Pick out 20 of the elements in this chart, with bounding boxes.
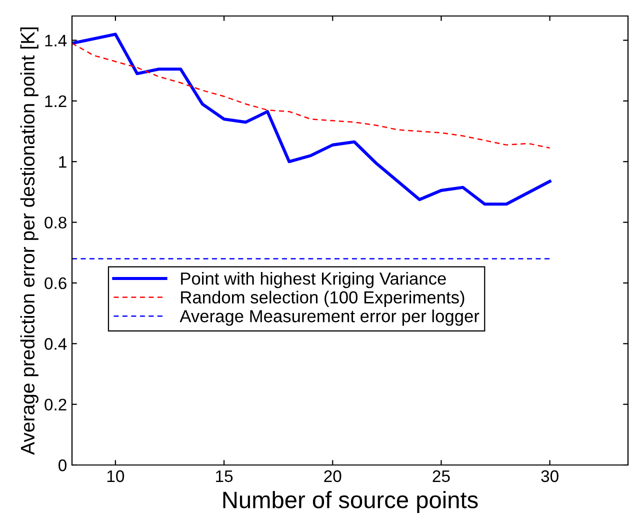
x-tick-label: 25 (432, 470, 450, 482)
x-tick-label: 30 (541, 470, 558, 482)
line-series (72, 42, 550, 149)
y-tick-label: 1.2 (45, 95, 66, 107)
x-tick-label: 20 (324, 470, 342, 482)
legend-label: Average Measurement error per logger (180, 310, 480, 326)
x-tick-label: 10 (107, 470, 124, 482)
y-tick-label: 0 (58, 459, 66, 472)
y-tick-label: 1 (59, 156, 66, 168)
x-tick-label: 15 (216, 470, 233, 482)
y-tick-label: 0.2 (44, 398, 66, 411)
y-tick-label: 0.8 (44, 216, 66, 228)
y-tick-label: 0.4 (44, 338, 67, 350)
legend-label: Point with highest Kriging Variance (181, 272, 446, 288)
y-tick-label: 0.6 (44, 277, 66, 290)
line-series (72, 32, 552, 206)
y-axis-title: Average prediction error per destionation point [K] (20, 27, 38, 455)
y-tick-label: 1.4 (45, 34, 67, 46)
legend-label: Random selection (100 Experiments) (181, 290, 464, 307)
x-axis-title: Number of source points (223, 490, 478, 513)
